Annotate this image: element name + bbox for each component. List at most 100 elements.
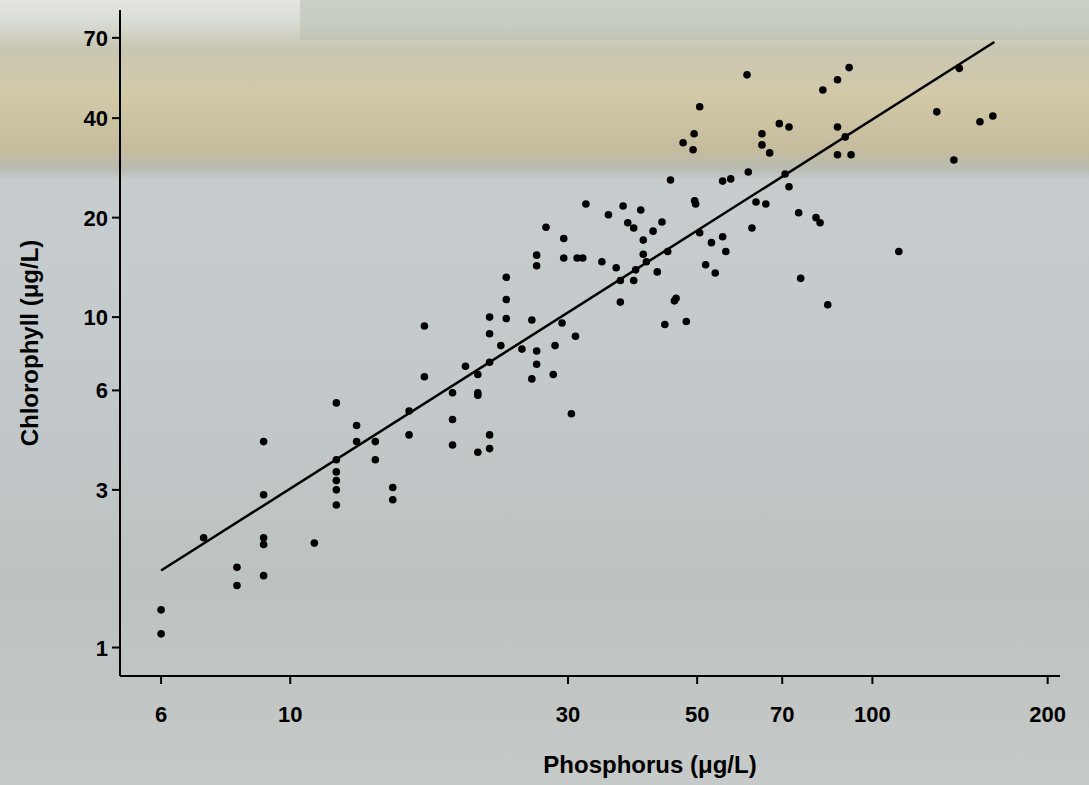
scatter-point: [486, 313, 494, 321]
scatter-point: [372, 438, 380, 446]
x-tick: [1047, 676, 1049, 684]
scatter-point: [260, 572, 268, 580]
scatter-point: [748, 224, 756, 232]
scatter-point: [568, 410, 576, 418]
scatter-point: [785, 123, 793, 131]
scatter-point: [233, 563, 241, 571]
scatter-point: [560, 254, 568, 262]
x-tick-label: 10: [278, 702, 302, 727]
scatter-point: [795, 209, 803, 217]
scatter-point: [989, 112, 997, 120]
scatter-point: [689, 146, 697, 154]
scatter-point: [845, 64, 853, 72]
scatter-point: [762, 200, 770, 208]
scatter-point: [819, 86, 827, 94]
scatter-point: [847, 151, 855, 159]
scatter-point: [502, 273, 510, 281]
y-tick-label: 40: [84, 106, 108, 131]
scatter-point: [533, 347, 541, 355]
scatter-point: [549, 371, 557, 379]
scatter-point: [449, 441, 457, 449]
scatter-point: [895, 248, 903, 256]
x-tick: [781, 676, 783, 684]
scatter-point: [486, 330, 494, 338]
scatter-point: [658, 218, 666, 226]
scatter-point: [727, 175, 735, 183]
x-axis-title: Phosphorus (μg/L): [543, 751, 756, 778]
scatter-point: [157, 630, 165, 638]
y-tick-label: 10: [84, 305, 108, 330]
x-tick: [696, 676, 698, 684]
scatter-point: [421, 322, 429, 330]
scatter-point: [449, 389, 457, 397]
y-axis-title: Chlorophyll (μg/L): [16, 240, 43, 447]
scatter-point: [560, 235, 568, 243]
scatter-point: [722, 248, 730, 256]
scatter-point: [533, 262, 541, 270]
scatter-point: [551, 342, 559, 350]
scatter-point: [702, 261, 710, 269]
fit-line: [161, 42, 994, 571]
y-axis: [119, 10, 121, 676]
scatter-point: [528, 375, 536, 383]
scatter-point: [260, 438, 268, 446]
scatter-point: [708, 239, 716, 247]
y-tick: [112, 389, 120, 391]
scatter-point: [528, 316, 536, 324]
scatter-point: [679, 139, 687, 147]
scatter-point: [834, 76, 842, 84]
scatter-point: [692, 200, 700, 208]
y-tick-label: 1: [96, 636, 108, 661]
scatter-point: [711, 269, 719, 277]
scatter-point: [653, 268, 661, 276]
x-axis: [120, 675, 1060, 677]
scatter-point: [672, 294, 680, 302]
scatter-point: [462, 362, 470, 370]
y-tick-label: 20: [84, 206, 108, 231]
plot-area: [157, 42, 996, 638]
x-tick-label: 100: [854, 702, 891, 727]
scatter-point: [200, 534, 208, 542]
scatter-point: [690, 130, 698, 138]
scatter-point: [834, 151, 842, 159]
scatter-point: [333, 468, 341, 476]
scatter-point: [572, 332, 580, 340]
scatter-point: [497, 342, 505, 350]
x-tick-label: 70: [770, 702, 794, 727]
y-tick: [112, 647, 120, 649]
x-tick-label: 30: [556, 702, 580, 727]
scatter-point: [449, 416, 457, 424]
y-tick-label: 70: [84, 26, 108, 51]
scatter-point: [639, 250, 647, 258]
scatter-point: [474, 391, 482, 399]
x-tick: [567, 676, 569, 684]
scatter-point: [624, 219, 632, 227]
scatter-point: [533, 251, 541, 259]
scatter-point: [617, 298, 625, 306]
scatter-point: [950, 156, 958, 164]
background: [0, 0, 1089, 785]
scatter-point: [333, 477, 341, 485]
y-tick-label: 3: [96, 478, 108, 503]
y-tick: [112, 37, 120, 39]
scatter-point: [333, 501, 341, 509]
scatter-point: [758, 141, 766, 149]
scatter-point: [260, 491, 268, 499]
scatter-point: [752, 198, 760, 206]
scatter-point: [776, 120, 784, 128]
scatter-point: [816, 219, 824, 227]
scatter-point: [797, 275, 805, 283]
scatter-point: [542, 223, 550, 231]
scatter-point: [834, 123, 842, 131]
scatter-point: [333, 486, 341, 494]
scatter-point: [605, 211, 613, 219]
scatter-point: [502, 296, 510, 304]
scatter-point: [157, 606, 165, 614]
x-tick: [289, 676, 291, 684]
y-tick: [112, 217, 120, 219]
scatter-point: [353, 422, 361, 430]
scatter-point: [649, 227, 657, 235]
chart: 61030507010020013610204070Phosphorus (μg…: [0, 0, 1089, 785]
scatter-point: [598, 258, 606, 266]
y-tick: [112, 117, 120, 119]
